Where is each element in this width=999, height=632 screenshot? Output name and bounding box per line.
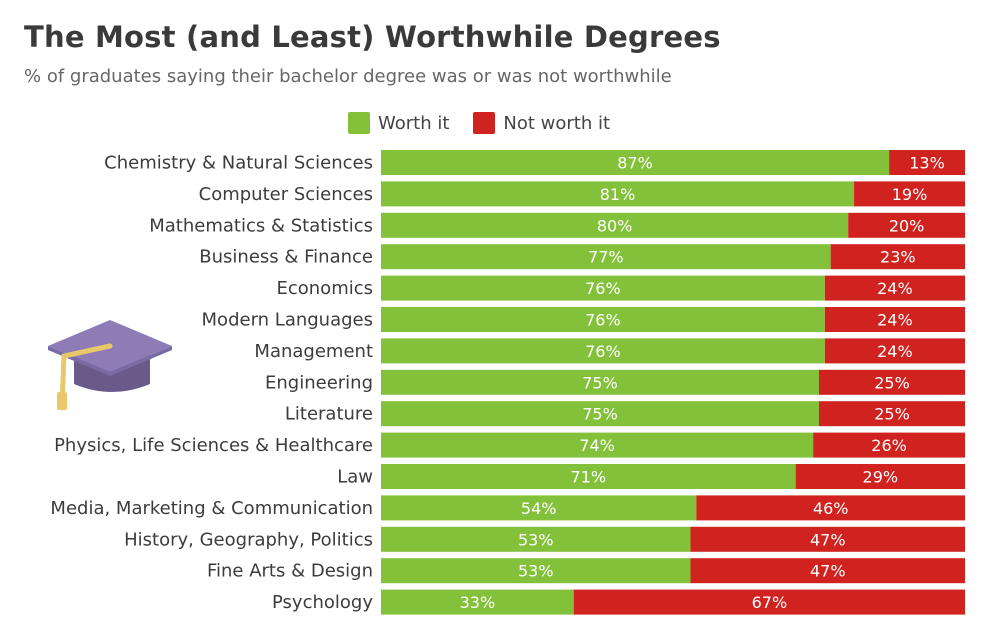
data-label-not-worth: 67%	[752, 593, 788, 612]
bar-worth	[381, 150, 890, 175]
bar-worth	[381, 212, 849, 238]
chart-title: The Most (and Least) Worthwhile Degrees	[24, 20, 721, 54]
data-label-not-worth: 25%	[874, 373, 910, 392]
bar-worth	[381, 181, 855, 207]
bar-not-worth	[824, 275, 965, 301]
data-label-not-worth: 24%	[877, 279, 913, 298]
legend-swatch-not-worth	[473, 112, 496, 134]
data-label-worth: 80%	[597, 216, 633, 235]
data-label-worth: 71%	[571, 468, 607, 487]
graduation-cap-icon	[48, 320, 172, 410]
bar-not-worth	[690, 558, 965, 584]
bar-worth	[381, 464, 796, 489]
legend: Worth it Not worth it	[348, 112, 610, 134]
data-label-not-worth: 26%	[871, 436, 907, 455]
data-label-worth: 81%	[600, 185, 636, 204]
bar-not-worth	[795, 464, 965, 489]
bar-not-worth	[854, 181, 965, 207]
bar-worth	[381, 401, 819, 427]
bar-worth	[381, 338, 825, 364]
data-label-worth: 77%	[588, 248, 624, 267]
data-label-not-worth: 13%	[909, 154, 945, 173]
category-label: Chemistry & Natural Sciences	[104, 153, 373, 174]
bar-not-worth	[824, 338, 965, 364]
data-label-worth: 53%	[518, 562, 554, 581]
bar-worth	[381, 589, 574, 615]
chart-subtitle: % of graduates saying their bachelor deg…	[24, 66, 672, 87]
category-label: Economics	[276, 278, 373, 299]
data-label-not-worth: 23%	[880, 248, 916, 267]
bar-worth	[381, 432, 814, 458]
legend-label-worth: Worth it	[378, 112, 450, 134]
legend-item-worth: Worth it	[348, 112, 449, 134]
data-label-worth: 76%	[585, 311, 621, 330]
category-label: Physics, Life Sciences & Healthcare	[54, 435, 373, 456]
data-label-not-worth: 24%	[877, 311, 913, 330]
category-label: Literature	[285, 404, 373, 425]
bar-not-worth	[573, 589, 965, 615]
bar-not-worth	[819, 369, 965, 395]
data-label-not-worth: 19%	[892, 185, 928, 204]
category-label: Management	[254, 341, 373, 362]
data-label-worth: 76%	[585, 279, 621, 298]
bar-worth	[381, 369, 819, 395]
category-label: Psychology	[272, 592, 373, 613]
category-label: Media, Marketing & Communication	[50, 498, 373, 519]
data-label-not-worth: 47%	[810, 530, 846, 549]
bar-worth	[381, 275, 825, 301]
category-label: Fine Arts & Design	[207, 561, 373, 582]
category-label: Engineering	[265, 372, 373, 393]
data-label-worth: 87%	[617, 154, 653, 173]
bar-not-worth	[830, 244, 965, 270]
bar-not-worth	[690, 526, 965, 552]
bar-worth	[381, 526, 691, 552]
category-label: Law	[337, 467, 373, 488]
data-label-not-worth: 24%	[877, 342, 913, 361]
data-label-worth: 54%	[521, 499, 557, 518]
data-label-not-worth: 47%	[810, 562, 846, 581]
data-label-worth: 53%	[518, 530, 554, 549]
bar-not-worth	[813, 432, 965, 458]
data-label-worth: 74%	[579, 436, 615, 455]
category-label: Business & Finance	[199, 247, 373, 268]
data-label-not-worth: 20%	[889, 216, 925, 235]
legend-swatch-worth	[348, 112, 370, 134]
data-label-not-worth: 29%	[863, 468, 899, 487]
data-label-not-worth: 46%	[813, 499, 849, 518]
data-label-not-worth: 25%	[874, 405, 910, 424]
category-label: Modern Languages	[202, 310, 373, 331]
bar-not-worth	[696, 495, 965, 521]
bar-worth	[381, 244, 831, 270]
data-label-worth: 75%	[582, 405, 618, 424]
legend-label-not-worth: Not worth it	[503, 112, 611, 134]
bar-worth	[381, 558, 691, 584]
data-label-worth: 33%	[460, 593, 496, 612]
bar-not-worth	[824, 307, 965, 332]
data-label-worth: 76%	[585, 342, 621, 361]
category-label: Mathematics & Statistics	[149, 215, 373, 236]
category-label: History, Geography, Politics	[124, 529, 373, 550]
bar-worth	[381, 495, 697, 521]
data-label-worth: 75%	[582, 373, 618, 392]
bar-not-worth	[889, 150, 965, 175]
bar-not-worth	[819, 401, 965, 427]
legend-item-not-worth: Not worth it	[473, 112, 610, 134]
category-label: Computer Sciences	[199, 184, 373, 205]
bar-worth	[381, 307, 825, 332]
bar-not-worth	[848, 212, 965, 238]
